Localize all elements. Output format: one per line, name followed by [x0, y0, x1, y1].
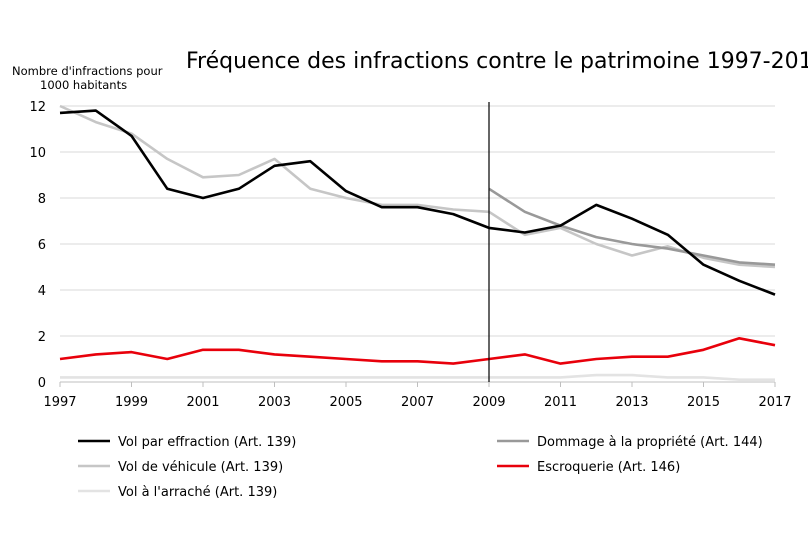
y-tick-label: 2 — [38, 330, 46, 345]
legend-label-4: Vol à l'arraché (Art. 139) — [118, 485, 277, 500]
series-line-4 — [60, 373, 775, 382]
series-line-3 — [59, 336, 776, 365]
x-tick-label: 2017 — [758, 395, 791, 410]
series-line-0 — [59, 109, 776, 296]
x-tick-label: 1999 — [115, 395, 148, 410]
y-axis-label-line1: Nombre d'infractions pour — [12, 64, 163, 78]
x-tick-label: 2007 — [401, 395, 434, 410]
grid — [60, 105, 775, 337]
y-axis-label-line2: 1000 habitants — [40, 78, 127, 92]
legend: Vol par effraction (Art. 139) Dommage à l… — [78, 435, 763, 500]
y-tick-label: 10 — [29, 146, 46, 161]
legend-label-0: Vol par effraction (Art. 139) — [118, 435, 296, 450]
series-line-2 — [59, 104, 776, 269]
x-tick-label: 2009 — [472, 395, 505, 410]
x-tick-label: 2015 — [687, 395, 720, 410]
x-tick-label: 2003 — [258, 395, 291, 410]
series-line-1 — [488, 187, 776, 266]
y-tick-label: 8 — [38, 192, 46, 207]
x-tick-label: 2001 — [186, 395, 219, 410]
y-tick-label: 12 — [29, 100, 46, 115]
chart-title: Fréquence des infractions contre le patr… — [186, 49, 808, 74]
x-tick-label: 2005 — [329, 395, 362, 410]
axes: 0 2 4 6 8 10 12 1997 1999 2001 2003 2005 2007 2009 201… — [29, 100, 791, 410]
y-tick-label: 0 — [38, 376, 46, 391]
legend-label-2: Vol de véhicule (Art. 139) — [118, 460, 283, 475]
y-tick-label: 6 — [38, 238, 46, 253]
x-tick-label: 2013 — [615, 395, 648, 410]
series-lines — [59, 104, 776, 382]
x-tick-label: 1997 — [43, 395, 76, 410]
legend-label-3: Escroquerie (Art. 146) — [537, 460, 680, 475]
y-tick-label: 4 — [38, 284, 46, 299]
x-tick-label: 2011 — [544, 395, 577, 410]
legend-label-1: Dommage à la propriété (Art. 144) — [537, 435, 763, 450]
